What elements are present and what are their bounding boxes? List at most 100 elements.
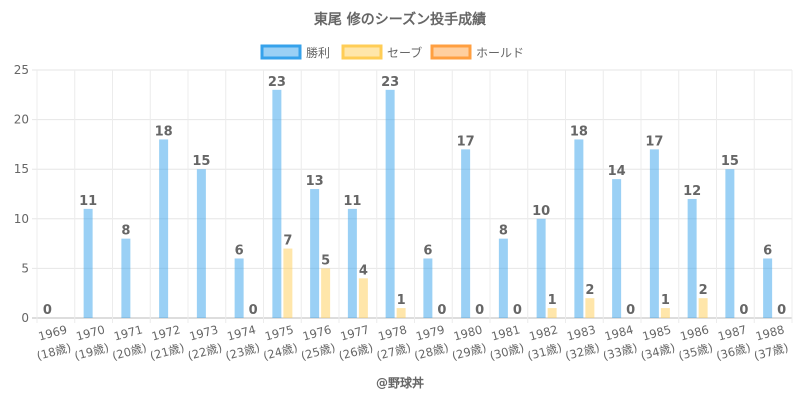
y-tick-label: 20: [14, 113, 29, 127]
x-tick-sublabel: (25歳): [299, 340, 337, 363]
data-label-saves: 0: [475, 303, 484, 318]
legend-swatch-1: [341, 44, 383, 60]
bar-saves: [585, 298, 595, 318]
bar-wins: [310, 189, 320, 318]
x-tick-label: 1974: [225, 322, 257, 343]
legend-label-2: ホールド: [476, 46, 524, 60]
y-tick-label: 5: [21, 261, 29, 275]
x-tick-label: 1972: [150, 322, 182, 343]
legend-swatch-0: [260, 44, 302, 60]
x-tick-sublabel: (24歳): [262, 340, 300, 363]
data-label-wins: 6: [235, 243, 244, 258]
data-label-wins: 12: [683, 184, 701, 199]
data-label-wins: 17: [457, 134, 475, 149]
data-label-saves: 2: [699, 283, 708, 298]
bar-saves: [358, 278, 368, 318]
data-label-wins: 17: [645, 134, 663, 149]
bar-wins: [763, 258, 773, 318]
bar-saves: [547, 308, 557, 318]
x-tick-sublabel: (20歳): [111, 340, 149, 363]
bar-saves: [321, 268, 331, 318]
data-label-wins: 13: [306, 174, 324, 189]
data-label-saves: 0: [513, 303, 522, 318]
data-label-saves: 0: [739, 303, 748, 318]
data-label-saves: 1: [397, 293, 406, 308]
x-tick-sublabel: (34歳): [639, 340, 677, 363]
x-tick-sublabel: (21歳): [148, 340, 186, 363]
x-tick-sublabel: (26歳): [337, 340, 375, 363]
bar-wins: [612, 179, 622, 318]
data-label-wins: 23: [268, 75, 286, 90]
x-tick-label: 1986: [678, 322, 710, 343]
data-labels: 0118181560237135114231601708010118214017…: [43, 75, 786, 318]
x-tick-sublabel: (23歳): [224, 340, 262, 363]
bar-wins: [461, 149, 471, 318]
bars: [83, 89, 773, 318]
x-tick-label: 1973: [188, 322, 220, 343]
data-label-saves: 5: [321, 253, 330, 268]
x-tick-label: 1971: [112, 322, 144, 343]
data-label-saves: 1: [661, 293, 670, 308]
x-tick-sublabel: (22歳): [186, 340, 224, 363]
x-tick-sublabel: (30歳): [488, 340, 526, 363]
x-tick-sublabel: (35歳): [677, 340, 715, 363]
data-label-wins: 6: [423, 243, 432, 258]
bar-wins: [121, 238, 131, 318]
x-tick-label: 1984: [603, 322, 635, 343]
bar-wins: [234, 258, 244, 318]
bar-wins: [272, 89, 282, 318]
legend-label-1: セーブ: [387, 45, 422, 60]
data-label-saves: 4: [359, 263, 368, 278]
y-tick-label: 10: [14, 212, 29, 226]
data-label-saves: 0: [437, 303, 446, 318]
x-tick-label: 1970: [74, 322, 106, 343]
chart-title: 東尾 修のシーズン投手成績: [314, 11, 486, 28]
bar-wins: [423, 258, 433, 318]
legend-swatch-2: [430, 44, 472, 60]
x-tick-sublabel: (19歳): [73, 340, 111, 363]
data-label-saves: 1: [548, 293, 557, 308]
data-label-wins: 18: [570, 124, 588, 139]
x-tick-sublabel: (28歳): [413, 340, 451, 363]
x-tick-label: 1987: [716, 322, 748, 343]
bar-wins: [725, 169, 735, 318]
data-label-saves: 0: [249, 303, 258, 318]
x-tick-sublabel: (29歳): [450, 340, 488, 363]
x-tick-sublabel: (33歳): [601, 340, 639, 363]
bar-wins: [649, 149, 659, 318]
x-tick-label: 1988: [754, 322, 786, 343]
bar-saves: [283, 248, 293, 318]
x-tick-label: 1976: [301, 322, 333, 343]
x-tick-label: 1981: [490, 322, 522, 343]
x-tick-label: 1979: [414, 322, 446, 343]
data-label-saves: 2: [585, 283, 594, 298]
data-label-saves: 0: [777, 303, 786, 318]
bar-wins: [385, 89, 395, 318]
x-tick-label: 1985: [641, 322, 673, 343]
x-tick-label: 1975: [263, 322, 295, 343]
data-label-wins: 0: [43, 303, 52, 318]
y-tick-label: 15: [14, 162, 29, 176]
bar-wins: [83, 208, 93, 318]
x-tick-sublabel: (37歳): [752, 340, 790, 363]
legend: 勝利 セーブ ホールド: [260, 44, 524, 60]
data-label-wins: 23: [381, 75, 399, 90]
bar-saves: [396, 308, 406, 318]
footer-credit: @野球丼: [376, 375, 424, 390]
bar-wins: [536, 218, 546, 318]
x-tick-label: 1978: [376, 322, 408, 343]
data-label-wins: 11: [343, 194, 361, 209]
data-label-wins: 8: [121, 224, 130, 239]
x-tick-label: 1980: [452, 322, 484, 343]
y-tick-label: 25: [14, 63, 29, 77]
x-tick-label: 1983: [565, 322, 597, 343]
bar-saves: [660, 308, 670, 318]
bar-wins: [347, 208, 357, 318]
bar-saves: [698, 298, 708, 318]
bar-wins: [574, 139, 584, 318]
bar-wins: [498, 238, 508, 318]
x-tick-label: 1969: [37, 322, 69, 343]
x-tick-sublabel: (32歳): [564, 340, 602, 363]
